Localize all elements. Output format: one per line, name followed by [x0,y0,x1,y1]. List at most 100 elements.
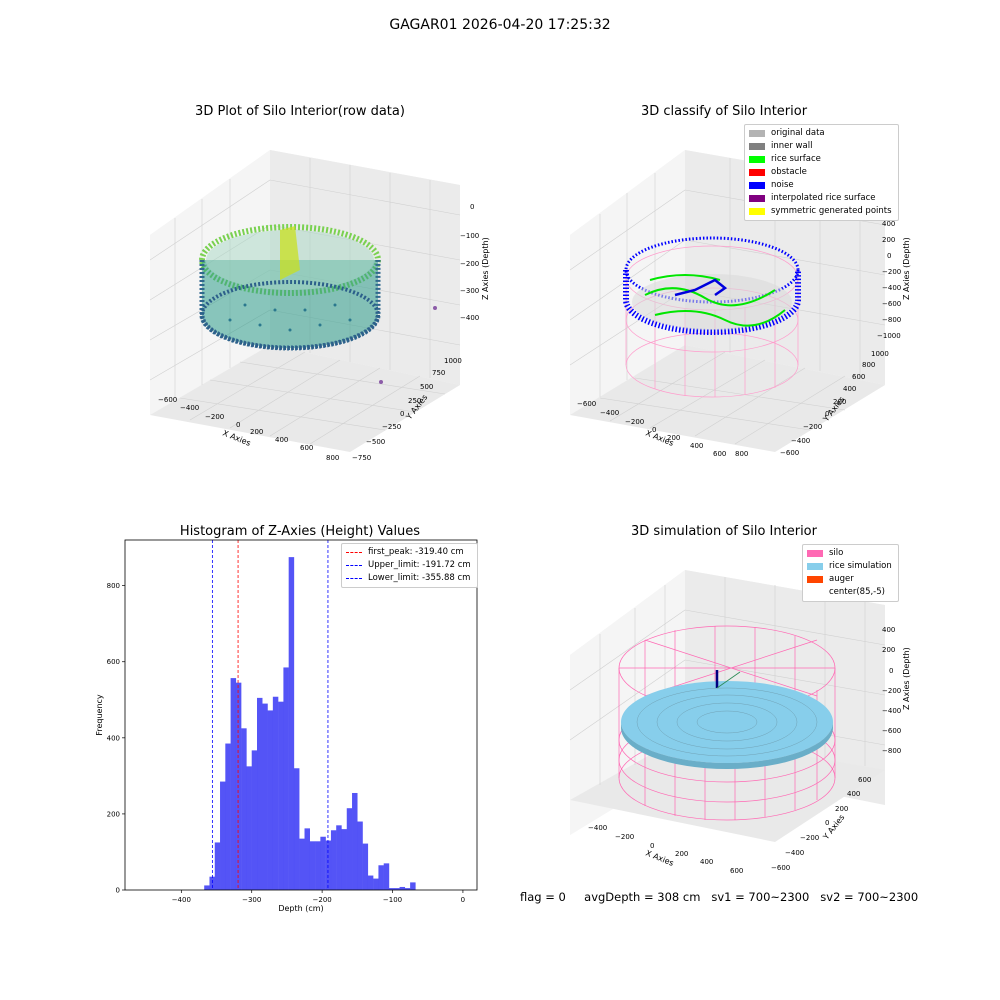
legend-swatch [807,589,823,596]
histogram-bar [230,678,237,890]
histogram-bar [262,703,268,890]
x-tick-label: −300 [242,896,261,904]
y-tick: −200 [800,834,819,842]
legend-item: rice surface [749,153,892,166]
panel2-y-ticks: −600 −400 −200 0 200 400 600 800 1000 [780,350,889,457]
y-tick: −600 [771,864,790,872]
histogram-vlines [211,540,329,890]
histogram-bar [320,836,326,890]
figure-title: GAGAR01 2026-04-20 17:25:32 [389,17,611,33]
z-tick: −800 [882,316,901,324]
legend-item: center(85,-5) [807,586,892,599]
y-tick: −750 [352,454,371,462]
histogram-bar [410,882,416,890]
z-tick: 200 [882,236,895,244]
x-tick: 0 [236,421,240,429]
histogram-bar [283,667,289,890]
panel3-legend: first_peak: -319.40 cm Upper_limit: -191… [341,543,478,588]
histogram-bar [330,830,337,890]
panel1-3d-plot: −600 −400 −200 0 200 400 600 800 −750 −5… [149,150,490,462]
legend-item: symmetric generated points [749,205,892,218]
panel4-title: 3D simulation of Silo Interior [631,524,817,539]
legend-item: silo [807,547,892,560]
x-tick: −200 [205,413,224,421]
histogram-bar [214,842,221,890]
panel4-legend: silo rice simulation auger center(85,-5) [802,544,899,602]
y-tick: 0 [825,819,829,827]
panel2-title: 3D classify of Silo Interior [640,104,808,119]
histogram-bar [389,888,395,890]
legend-line [346,565,362,566]
z-tick: 0 [887,252,891,260]
histogram-bar [341,829,347,890]
x-tick: 200 [250,428,263,436]
histogram-bar [209,876,215,890]
flag-text: flag = 0 [520,890,566,904]
legend-item: inner wall [749,140,892,153]
histogram-bar [373,878,379,890]
sv1-text: sv1 = 700~2300 [711,890,810,904]
z-tick: −400 [882,707,901,715]
legend-swatch [749,130,765,137]
legend-item: auger [807,573,892,586]
histogram-bar [220,781,226,890]
z-tick: −200 [882,268,901,276]
panel4-z-label: Z Axies (Depth) [902,647,911,710]
histogram-bar [267,710,274,890]
histogram-y-ticks: 0 200 400 600 800 [107,582,125,895]
x-tick: −400 [588,824,607,832]
histogram-bar [272,696,279,890]
legend-item: original data [749,127,892,140]
panel2-z-ticks: 400 200 0 −200 −400 −600 −800 −1000 [877,220,901,340]
histogram-bar [278,701,284,890]
histogram-bar [394,888,400,890]
panel4-x-ticks: −400 −200 0 200 400 600 [588,824,743,875]
sv2-text: sv2 = 700~2300 [820,890,919,904]
z-tick: 400 [882,220,895,228]
panel2-z-label: Z Axies (Depth) [902,237,911,300]
y-tick: 1000 [871,350,889,358]
plot-frame [124,539,478,891]
x-tick: 200 [667,434,680,442]
legend-line [346,578,362,579]
y-tick-label: 0 [116,887,120,895]
histogram-x-label: Depth (cm) [278,904,323,913]
histogram-bar [235,682,242,890]
x-tick-label: −200 [313,896,332,904]
histogram-bar [336,825,342,890]
histogram-bar [241,728,247,890]
y-tick: 400 [843,385,856,393]
x-tick: 0 [650,842,654,850]
histogram-bar [399,886,406,890]
z-tick: −600 [882,727,901,735]
legend-swatch [807,576,823,583]
histogram-x-ticks: −400 −300 −200 −100 0 [172,890,465,904]
x-tick: 400 [690,442,703,450]
legend-line [346,552,362,553]
legend-swatch [749,169,765,176]
y-tick: 250 [408,397,421,405]
legend-item: obstacle [749,166,892,179]
x-tick: −400 [600,409,619,417]
legend-swatch [749,156,765,163]
x-tick: 400 [275,436,288,444]
panel2-x-ticks: −600 −400 −200 0 200 400 600 800 [577,400,748,458]
histogram-bar [204,885,210,890]
z-tick: 0 [470,203,474,211]
z-tick: −300 [460,287,479,295]
histogram-bar [383,863,390,890]
panel1-z-label: Z Axies (Depth) [481,237,490,300]
z-tick: −200 [460,260,479,268]
panel4-x-label: X Axies [644,849,675,868]
histogram-bar [309,841,316,890]
histogram-bar [288,557,295,890]
y-tick-label: 800 [107,582,120,590]
legend-swatch [749,182,765,189]
histogram-bar [404,888,411,890]
y-tick: −500 [366,438,385,446]
x-tick: −200 [625,418,644,426]
z-tick: −800 [882,747,901,755]
y-tick: 0 [825,410,829,418]
legend-item: noise [749,179,892,192]
histogram-bar [304,828,310,890]
